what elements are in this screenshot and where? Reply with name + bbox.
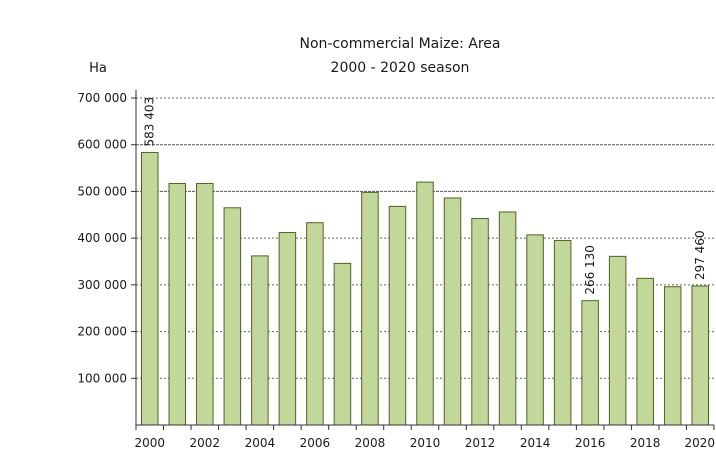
bar-2004 bbox=[251, 255, 269, 426]
bar-2006 bbox=[306, 222, 324, 426]
data-label-2020: 297 460 bbox=[693, 230, 707, 280]
y-tick-label: 700 000 bbox=[77, 91, 127, 105]
y-tick-label: 300 000 bbox=[77, 278, 127, 292]
y-tick-label: 200 000 bbox=[77, 325, 127, 339]
bar-2014 bbox=[526, 234, 544, 426]
bar-2007 bbox=[333, 262, 352, 426]
x-tick-label: 2020 bbox=[684, 436, 715, 450]
bar-2008 bbox=[361, 191, 379, 426]
y-tick-label: 500 000 bbox=[77, 184, 127, 198]
x-tick-label: 2014 bbox=[520, 436, 551, 450]
x-tick-label: 2004 bbox=[245, 436, 276, 450]
y-tick-label: 400 000 bbox=[77, 231, 127, 245]
x-tick-labels: 2000 2002 2004 2006 2008 2010 2012 2014 2016 2018… bbox=[134, 436, 715, 450]
x-tick-label: 2000 bbox=[134, 436, 165, 450]
chart-subtitle: 2000 - 2020 season bbox=[331, 60, 470, 76]
bar-2019 bbox=[663, 286, 682, 426]
y-axis-unit-label: Ha bbox=[89, 61, 107, 76]
bar-2015 bbox=[553, 239, 572, 426]
data-label-2016: 266 130 bbox=[583, 245, 597, 295]
y-tick-label: 600 000 bbox=[77, 138, 127, 152]
y-tick-label: 100 000 bbox=[77, 371, 127, 385]
y-tick-labels: 100 000 200 000 300 000 400 000 500 000 600 0… bbox=[77, 91, 127, 385]
bar-2012 bbox=[471, 218, 489, 426]
bar-2010 bbox=[416, 181, 434, 426]
bar-2017 bbox=[608, 255, 627, 426]
bar-2000 bbox=[141, 151, 159, 426]
x-tick-label: 2018 bbox=[630, 436, 661, 450]
bar-2011 bbox=[443, 197, 462, 426]
bar-2005 bbox=[278, 232, 297, 426]
x-tick-label: 2012 bbox=[465, 436, 496, 450]
data-label-2000: 583 403 bbox=[143, 97, 157, 147]
bars-group bbox=[141, 151, 709, 426]
x-tick-label: 2008 bbox=[355, 436, 386, 450]
bar-2003 bbox=[223, 207, 242, 426]
bar-2001 bbox=[168, 182, 187, 426]
x-tick-label: 2002 bbox=[190, 436, 221, 450]
bar-2016 bbox=[581, 300, 599, 426]
bar-2009 bbox=[388, 205, 407, 426]
data-labels: 583 403 266 130 297 460 bbox=[143, 97, 707, 295]
x-tick-label: 2016 bbox=[575, 436, 606, 450]
bar-2020 bbox=[691, 285, 709, 426]
axes-group bbox=[131, 90, 715, 430]
bar-2018 bbox=[636, 277, 654, 426]
bar-2013 bbox=[498, 211, 517, 426]
chart-title: Non-commercial Maize: Area bbox=[300, 36, 501, 52]
bar-2002 bbox=[196, 182, 214, 426]
x-tick-label: 2010 bbox=[410, 436, 441, 450]
x-tick-label: 2006 bbox=[300, 436, 331, 450]
